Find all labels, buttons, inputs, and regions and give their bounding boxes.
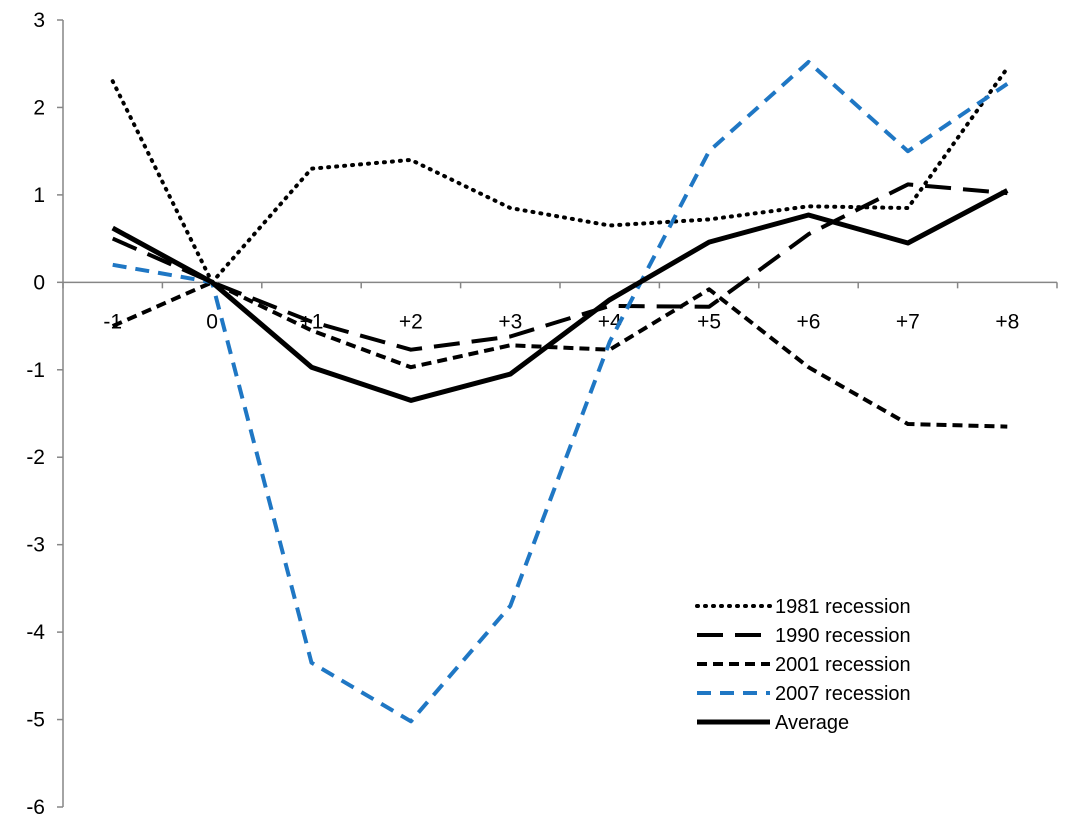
- x-tick-label: 0: [206, 310, 218, 333]
- y-tick-label: 1: [33, 184, 45, 207]
- series-line-average: [111, 188, 1009, 403]
- x-tick-label: +5: [697, 310, 721, 333]
- legend-label-1990-recession: 1990 recession: [775, 625, 911, 647]
- series-line-1990-recession: [111, 182, 1008, 352]
- y-tick-label: -6: [26, 796, 45, 819]
- series-line-1981-recession: [110, 66, 1010, 285]
- legend: 1981 recession 1990 recession 2001 recessi…: [695, 596, 911, 734]
- legend-label-average: Average: [775, 712, 849, 734]
- y-tick-label: -4: [26, 621, 45, 644]
- legend-label-1981-recession: 1981 recession: [775, 596, 911, 618]
- x-axis: -1 0 +1 +2 +3 +4 +5 +6 +7 +8: [62, 281, 1058, 333]
- x-tick-label: +7: [896, 310, 920, 333]
- y-tick-label: -1: [26, 359, 45, 382]
- y-tick-label: 0: [33, 271, 45, 294]
- y-tick-label: -2: [26, 446, 45, 469]
- series-line-2007-recession: [112, 60, 1009, 724]
- y-tick-label: 2: [33, 96, 45, 119]
- y-tick-label: -3: [26, 534, 45, 557]
- series-lines: [110, 60, 1010, 724]
- legend-label-2007-recession: 2007 recession: [775, 683, 911, 705]
- x-tick-label: -1: [103, 310, 122, 333]
- legend-label-2001-recession: 2001 recession: [775, 654, 911, 676]
- x-tick-label: +2: [399, 310, 423, 333]
- series-line-2001-recession: [111, 280, 1008, 429]
- x-tick-label: +8: [995, 310, 1019, 333]
- y-axis: 3 2 1 0 -1 -2 -3 -4 -5 -6: [26, 9, 64, 819]
- y-tick-label: -5: [26, 709, 45, 732]
- x-tick-label: +6: [797, 310, 821, 333]
- x-tick-label: +3: [498, 310, 522, 333]
- y-tick-label: 3: [33, 9, 45, 32]
